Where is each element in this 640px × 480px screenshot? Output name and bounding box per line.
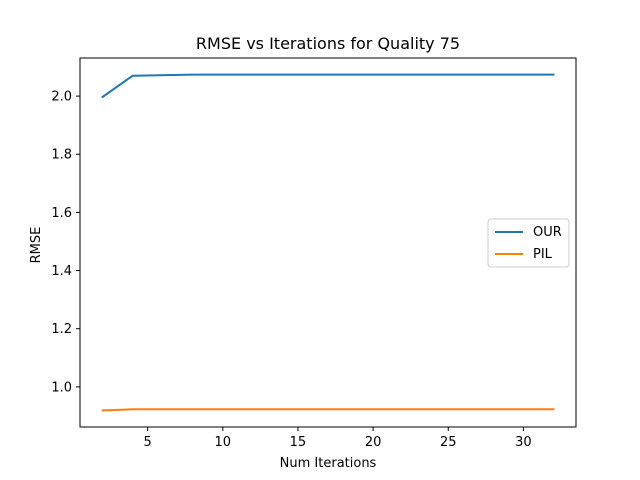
x-tick-label: 25	[440, 435, 457, 450]
chart-title: RMSE vs Iterations for Quality 75	[196, 34, 460, 53]
y-tick-label: 1.6	[51, 206, 72, 221]
axes-frame	[79, 57, 577, 428]
y-tick-label: 1.8	[51, 148, 72, 163]
x-tick-label: 5	[143, 435, 151, 450]
y-tick-label: 2.0	[51, 90, 72, 105]
x-tick-label: 30	[515, 435, 532, 450]
series-line-our	[101, 73, 555, 99]
x-tick-label: 15	[290, 435, 307, 450]
x-tick-label: 10	[215, 435, 232, 450]
y-tick-label: 1.0	[51, 380, 72, 395]
plot-area: 5 10 15 20 25 30 1.0 1.2 1.4 1.6 1.8 2.0	[51, 57, 577, 450]
y-tick-label: 1.2	[51, 322, 72, 337]
legend-label-our: OUR	[533, 225, 562, 240]
x-axis-label: Num Iterations	[280, 456, 377, 471]
series-line-pil	[101, 408, 555, 412]
y-axis-label: RMSE	[29, 227, 44, 264]
legend: OUR PIL	[487, 218, 570, 268]
y-tick-label: 1.4	[51, 264, 72, 279]
legend-label-pil: PIL	[533, 247, 553, 262]
x-tick-label: 20	[365, 435, 382, 450]
